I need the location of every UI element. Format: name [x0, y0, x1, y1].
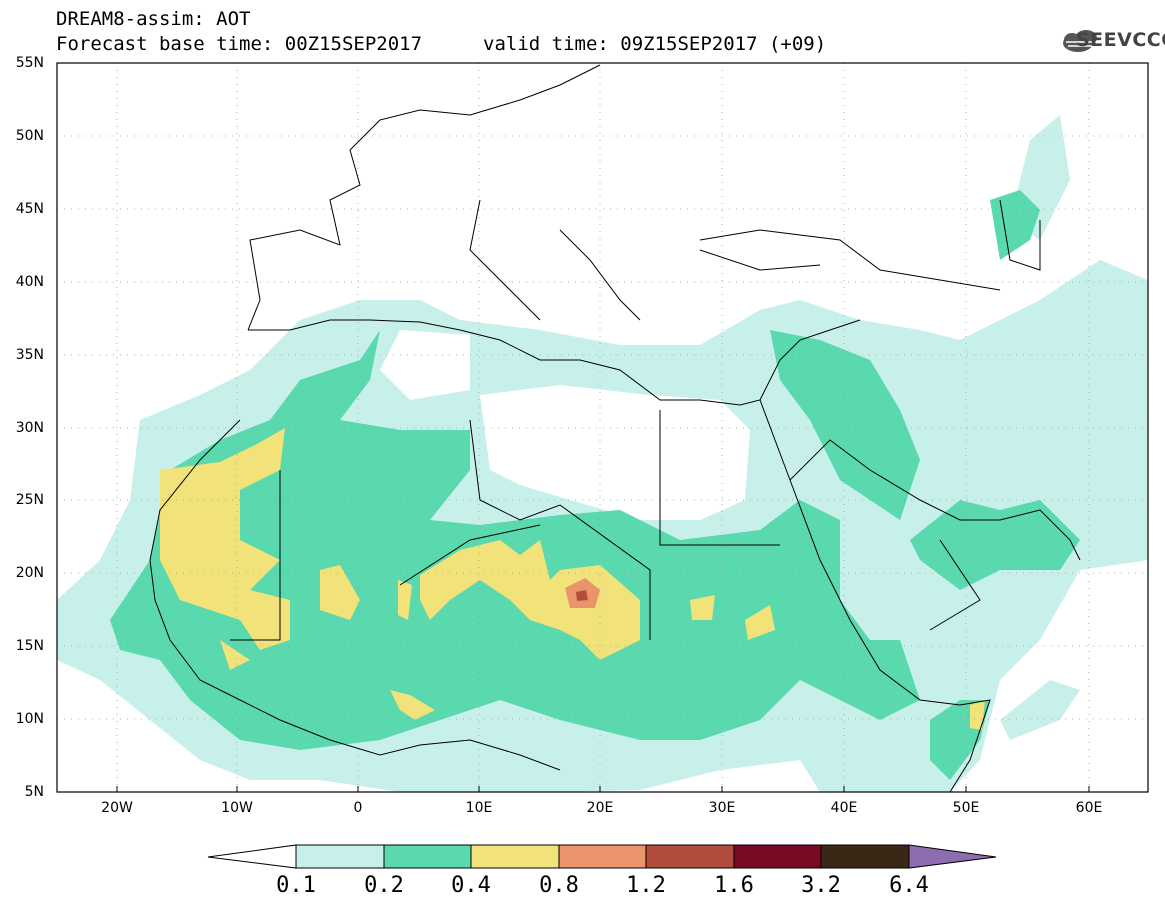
map-title: DREAM8-assim: AOT [56, 8, 251, 30]
colorbar-label: 6.4 [889, 873, 929, 898]
aot-contour-0.2 [990, 190, 1040, 260]
aot-clear-area [480, 385, 750, 520]
cloud-logo-icon [1063, 30, 1110, 52]
coastlines [149, 64, 1081, 792]
colorbar-bin-3.2 [820, 844, 910, 869]
lat-label: 45N [15, 201, 44, 217]
lon-label: 40E [830, 800, 858, 816]
aot-contour-0.4 [390, 690, 435, 720]
colorbar-label: 0.4 [451, 873, 491, 898]
map-ticks [116, 786, 1090, 792]
lon-label: 50E [952, 800, 980, 816]
lat-label: 40N [15, 274, 44, 290]
lat-label: 50N [15, 128, 44, 144]
lon-label: 10E [465, 800, 493, 816]
lon-label: 60E [1075, 800, 1103, 816]
lat-label: 35N [15, 347, 44, 363]
aot-contour-0.4 [420, 540, 640, 660]
colorbar-right-arrow [908, 844, 997, 869]
lat-label: 30N [15, 420, 44, 436]
aot-contour-0.4 [970, 700, 985, 730]
colorbar-label: 1.6 [714, 873, 754, 898]
colorbar-bin-0.2 [383, 844, 472, 869]
aot-contour-0.4 [320, 565, 360, 620]
colorbar-label: 1.2 [626, 873, 666, 898]
aot-contour-0.4 [220, 640, 250, 670]
lon-label: 20E [586, 800, 614, 816]
lat-label: 55N [15, 55, 44, 71]
colorbar-left-arrow [207, 844, 297, 869]
colorbar-bin-1.2 [645, 844, 735, 869]
aot-contour-0.4 [745, 605, 775, 640]
aot-contour-0.4 [690, 595, 715, 620]
lon-label: 20W [101, 800, 133, 816]
aot-contour-1.2 [576, 590, 588, 601]
aot-contour-0.2 [910, 500, 1080, 590]
aot-contour-0.4 [160, 428, 290, 650]
colorbar-label: 0.2 [364, 873, 404, 898]
colorbar-label: 0.1 [276, 873, 316, 898]
colorbar-bin-0.1 [295, 844, 385, 869]
lon-label: 30E [708, 800, 736, 816]
aot-clear-area [380, 330, 470, 400]
lat-label: 20N [15, 565, 44, 581]
colorbar-label: 0.8 [539, 873, 579, 898]
valid-time: valid time: 09Z15SEP2017 (+09) [483, 33, 827, 55]
map-gridlines [57, 63, 1148, 792]
aot-contour-0.1 [1000, 680, 1080, 740]
lat-label: 10N [15, 711, 44, 727]
lat-label: 25N [15, 492, 44, 508]
aot-contour-0.2 [110, 330, 920, 750]
lat-label: 5N [24, 784, 44, 800]
colorbar-bin-0.4 [470, 844, 560, 869]
colorbar [207, 844, 997, 869]
colorbar-bin-1.6 [733, 844, 822, 869]
lat-label: 15N [15, 638, 44, 654]
colorbar-bin-0.8 [558, 844, 647, 869]
lon-label: 0 [353, 800, 363, 816]
map-frame [56, 62, 1149, 793]
aot-contour-0.4 [398, 580, 412, 620]
lon-label: 10W [221, 800, 253, 816]
colorbar-label: 3.2 [801, 873, 841, 898]
aot-field [57, 115, 1148, 792]
logo-text: SEEVCCC [1076, 29, 1165, 51]
aot-contour-0.2 [770, 330, 920, 520]
forecast-base-time: Forecast base time: 00Z15SEP2017 [56, 33, 423, 55]
